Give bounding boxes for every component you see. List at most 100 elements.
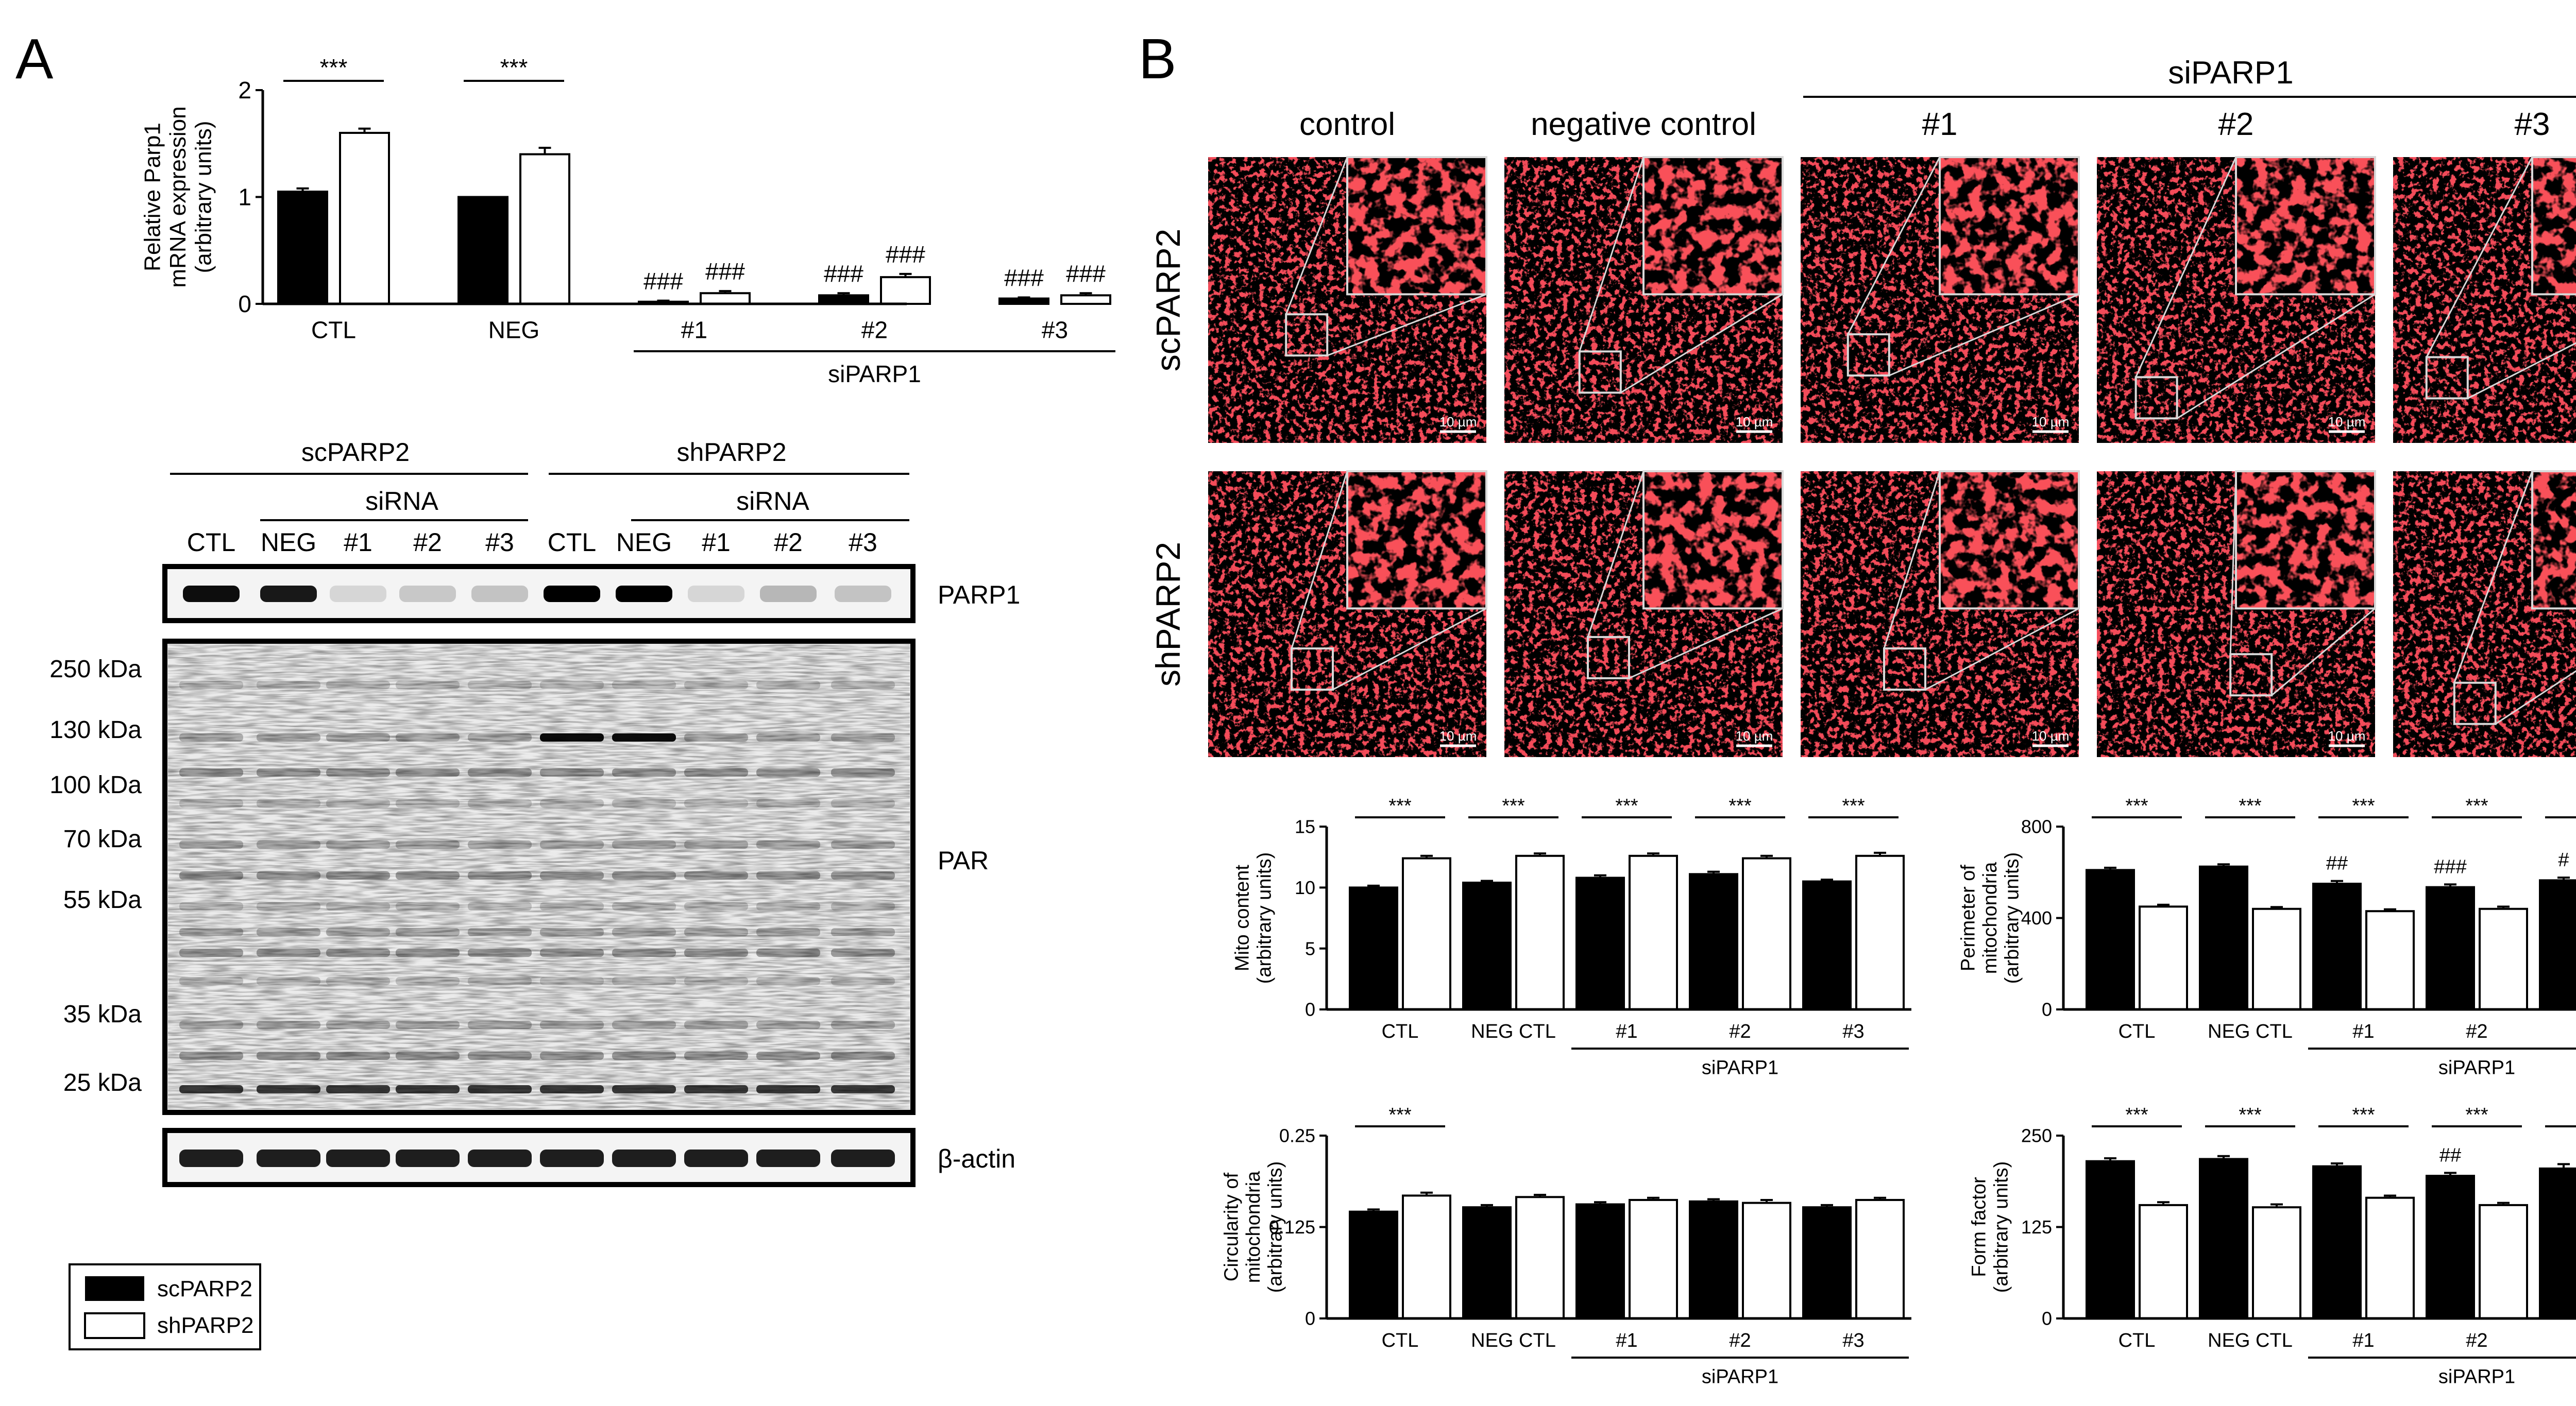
zoom-inset-signal	[1348, 158, 1485, 294]
par-smear-band	[612, 977, 676, 985]
par-smear-band	[756, 949, 820, 957]
parp1-band	[616, 586, 672, 602]
zoom-connector-line	[2176, 294, 2376, 419]
y-tick-label: 5	[1305, 938, 1315, 959]
zoom-source-box	[1587, 636, 1630, 679]
hash-annotation: ##	[2439, 1144, 2461, 1166]
par-smear-band	[179, 1052, 243, 1060]
y-tick-label: 0	[1305, 1308, 1315, 1329]
x-category-label: NEG CTL	[1471, 1330, 1556, 1351]
bar-scparp2	[1349, 1210, 1398, 1319]
hash-annotation: ###	[2434, 856, 2466, 878]
par-smear-band	[831, 928, 895, 936]
hash-annotation: ##	[2326, 853, 2348, 875]
mw-marker-label: 130 kDa	[49, 716, 142, 744]
zoom-source-box	[2229, 653, 2273, 697]
hash-annotation: ###	[886, 241, 925, 268]
par-smear-band	[179, 977, 243, 985]
parp1-band	[399, 586, 456, 602]
hash-annotation: ###	[1004, 265, 1044, 292]
significance-stars: ***	[1842, 795, 1865, 817]
blot-lane-label: NEG	[616, 528, 672, 557]
bar-shparp2	[1515, 1196, 1565, 1320]
x-category-label: #1	[681, 317, 707, 344]
par-smear-band	[684, 733, 748, 742]
bar-shparp2	[2139, 905, 2188, 1010]
zoom-connector-line	[1327, 294, 1487, 356]
par-smear-band	[396, 681, 460, 689]
scale-bar-label: 10 µm	[1439, 728, 1477, 744]
legend: scPARP2 shPARP2	[69, 1263, 261, 1350]
zoom-connector-line	[1291, 471, 1348, 649]
y-axis-label-line: Circularity of	[1221, 1172, 1242, 1281]
zoom-inset-signal	[1645, 158, 1782, 294]
actin-band	[540, 1150, 604, 1167]
par-smear-band	[756, 902, 820, 911]
bar-shparp2	[2252, 907, 2301, 1010]
bar-shparp2	[700, 292, 751, 305]
par-smear-band	[756, 841, 820, 849]
significance-stars: ***	[2239, 795, 2262, 817]
par-smear-band	[326, 1021, 390, 1029]
parp1-band	[260, 586, 317, 602]
par-smear-band	[396, 949, 460, 957]
blot-row-label-parp1: PARP1	[938, 580, 1020, 609]
x-category-label: #1	[1616, 1021, 1637, 1042]
par-smear-band	[612, 928, 676, 936]
y-tick-label: 250	[2021, 1125, 2052, 1146]
blot-parp1-frame	[162, 564, 916, 623]
blot-lane-label: #1	[344, 528, 372, 557]
par-smear-band	[326, 928, 390, 936]
panel-label-b: B	[1139, 27, 1176, 91]
par-smear-band	[831, 1085, 895, 1093]
micro-row-label: scPARP2	[1149, 229, 1187, 372]
par-smear-band	[684, 949, 748, 957]
y-axis-label-line: Relative Parp1	[140, 123, 165, 271]
zoom-connector-line	[1579, 157, 1645, 352]
micro-column-label: control	[1299, 107, 1395, 142]
par-smear-band	[756, 871, 820, 880]
par-smear-band	[396, 902, 460, 911]
par-smear-band	[179, 1085, 243, 1093]
par-smear-band	[756, 681, 820, 689]
par-smear-band	[756, 768, 820, 777]
x-category-label: CTL	[1382, 1330, 1419, 1351]
y-tick-label: 0	[2042, 999, 2052, 1020]
bar-scparp2	[2312, 882, 2362, 1010]
par-smear-band	[540, 733, 604, 742]
par-smear-band	[540, 1021, 604, 1029]
par-smear-band	[540, 768, 604, 777]
y-axis-label-line: mitochondria	[1979, 862, 2001, 974]
zoom-source-box	[2425, 356, 2469, 400]
parp1-mrna-chart: 0 1 2 Relative Parp1 mRNA expression (arbitra…	[140, 54, 1115, 387]
scale-bar-label: 10 µm	[2032, 414, 2070, 430]
bar-scparp2	[2312, 1165, 2362, 1319]
par-smear-band	[257, 799, 320, 808]
zoom-inset-signal	[1941, 472, 2078, 608]
x-category-label: #2	[2466, 1330, 2487, 1351]
zoom-connector-line	[2229, 471, 2237, 655]
par-smear-band	[179, 841, 243, 849]
blot-lane-label: #1	[702, 528, 731, 557]
hash-annotation: ###	[705, 258, 745, 285]
zoom-inset-signal	[1348, 472, 1485, 608]
par-smear-band	[257, 871, 320, 880]
parp1-band	[471, 586, 528, 602]
significance-stars: ***	[2352, 795, 2375, 817]
legend-label-sh: shPARP2	[157, 1313, 254, 1338]
bar-scparp2	[2086, 869, 2135, 1010]
par-smear-band	[831, 902, 895, 911]
par-smear-band	[257, 841, 320, 849]
parp1-band	[688, 586, 744, 602]
bar-scparp2	[1575, 877, 1625, 1011]
bar-scparp2	[1349, 886, 1398, 1011]
actin-band	[612, 1150, 676, 1167]
x-category-label: #1	[2352, 1021, 2374, 1042]
par-smear-band	[831, 871, 895, 880]
blot-sirna-label-sh: siRNA	[736, 487, 809, 516]
par-smear-band	[684, 902, 748, 911]
par-smear-band	[540, 871, 604, 880]
bar-scparp2	[1802, 880, 1852, 1010]
bar-shparp2	[2479, 1204, 2528, 1319]
par-smear-band	[468, 768, 532, 777]
